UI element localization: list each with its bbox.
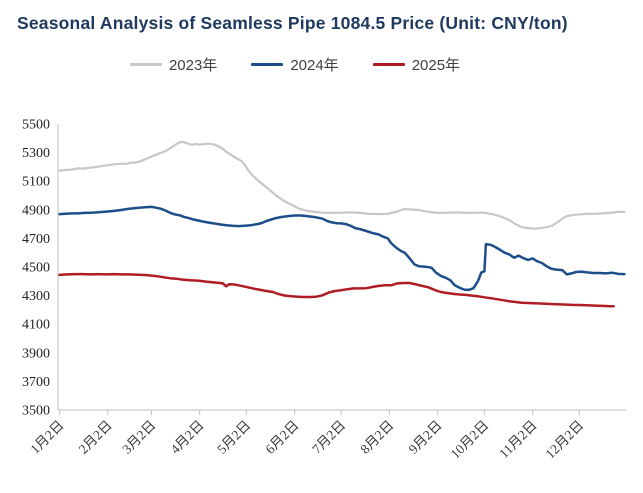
series-line-2024年 <box>58 205 626 292</box>
y-tick-label: 4900 <box>22 203 50 218</box>
x-tick-label: 9月2日 <box>406 418 445 457</box>
legend-item-2025: 2025年 <box>372 54 461 75</box>
x-tick-label: 2月2日 <box>76 418 115 457</box>
x-tick-label: 5月2日 <box>214 418 253 457</box>
legend-item-2024: 2024年 <box>251 54 339 75</box>
x-tick-label: 3月2日 <box>119 418 158 457</box>
y-tick-label: 5300 <box>22 146 50 161</box>
x-tick-label: 10月2日 <box>447 418 491 462</box>
x-tick-label: 7月2日 <box>309 418 348 457</box>
y-tick-label: 5500 <box>22 118 50 133</box>
legend-label-2024: 2024年 <box>290 57 339 74</box>
y-tick-label: 3900 <box>22 346 50 361</box>
y-tick-label: 3700 <box>22 375 50 390</box>
legend-label-2023: 2023年 <box>168 57 218 74</box>
x-tick-label: 6月2日 <box>262 418 301 457</box>
series-line-2025年 <box>58 272 615 308</box>
series-line-2023年 <box>58 140 626 230</box>
legend-swatch-2023 <box>129 63 162 66</box>
x-tick-label: 12月2日 <box>542 418 586 462</box>
chart-title: Seasonal Analysis of Seamless Pipe 1084.… <box>17 13 568 33</box>
x-tick-label: 1月2日 <box>27 418 66 457</box>
y-tick-label: 4300 <box>22 289 50 304</box>
chart-legend: 2023年 2024年 2025年 <box>0 54 590 75</box>
x-tick-label: 8月2日 <box>357 418 396 457</box>
legend-label-2025: 2025年 <box>411 57 461 74</box>
y-tick-label: 4500 <box>22 261 50 276</box>
x-tick-label: 4月2日 <box>167 418 206 457</box>
y-tick-label: 4100 <box>22 318 50 333</box>
y-tick-label: 4700 <box>22 232 50 247</box>
y-tick-label: 3500 <box>22 404 50 419</box>
x-tick-label: 11月2日 <box>496 418 540 462</box>
y-tick-label: 5100 <box>22 175 50 190</box>
legend-item-2023: 2023年 <box>129 54 218 75</box>
legend-swatch-2024 <box>251 63 284 66</box>
legend-swatch-2025 <box>372 63 405 66</box>
